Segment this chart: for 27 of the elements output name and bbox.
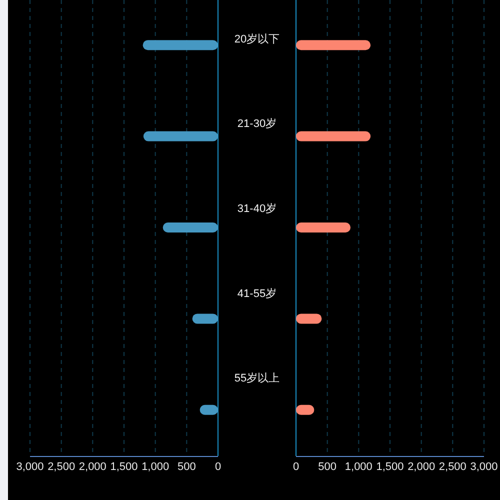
- bar: [296, 314, 322, 324]
- x-tick-label: 1,000: [344, 461, 372, 473]
- bar: [142, 40, 218, 50]
- y-tick-label: 31-40岁: [237, 203, 277, 215]
- x-tick-label: 500: [318, 461, 337, 473]
- y-tick-label: 20岁以下: [234, 32, 280, 46]
- bar: [143, 131, 218, 142]
- y-tick-label: 55岁以上: [234, 372, 280, 385]
- x-tick-label: 1,500: [376, 461, 404, 473]
- y-tick-label: 41-55岁: [237, 288, 277, 300]
- bar: [192, 314, 218, 324]
- x-tick-label: 2,500: [48, 461, 76, 473]
- x-tick-label: 3,000: [16, 461, 44, 473]
- x-tick-label: 1,000: [142, 461, 170, 473]
- x-tick-label: 2,000: [78, 461, 106, 473]
- x-tick-label: 0: [214, 461, 222, 473]
- x-tick-label: 3,000: [470, 461, 498, 473]
- bar: [296, 131, 371, 142]
- bar: [296, 222, 351, 232]
- x-tick-label: 2,500: [438, 461, 466, 473]
- x-tick-label: 1,500: [110, 461, 138, 473]
- x-tick-label: 2,000: [408, 461, 436, 473]
- x-tick-label: 500: [177, 461, 196, 473]
- bar: [162, 222, 218, 232]
- y-tick-label: 21-30岁: [237, 118, 277, 130]
- x-tick-label: 0: [292, 461, 300, 473]
- bar: [296, 40, 371, 50]
